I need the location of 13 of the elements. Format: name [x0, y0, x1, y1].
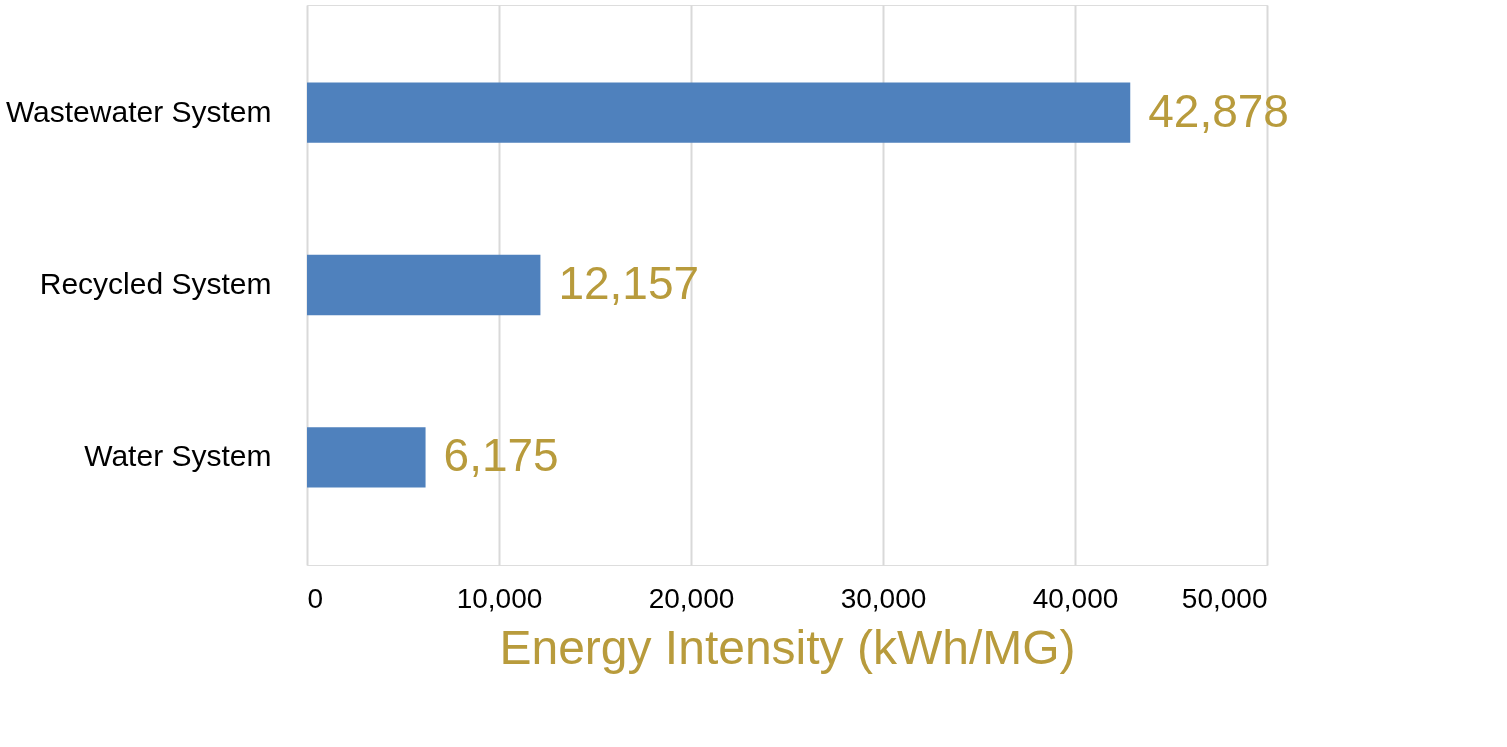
- y-tick-label: Recycled System: [39, 267, 272, 300]
- data-label: 6,175: [443, 429, 559, 482]
- x-tick-label: 30,000: [840, 582, 927, 614]
- x-tick-label: 10,000: [456, 582, 543, 614]
- x-tick-label: 40,000: [1032, 582, 1119, 614]
- x-axis-title: Energy Intensity (kWh/MG): [499, 620, 1076, 674]
- data-label: 42,878: [1148, 84, 1289, 137]
- data-label: 12,157: [558, 257, 700, 309]
- x-tick-label: 50,000: [1181, 582, 1268, 614]
- y-tick-label: Wastewater System: [5, 94, 272, 128]
- x-tick-label: 20,000: [648, 582, 735, 614]
- x-tick-label: 0: [307, 582, 324, 614]
- y-tick-label: Water System: [84, 439, 272, 473]
